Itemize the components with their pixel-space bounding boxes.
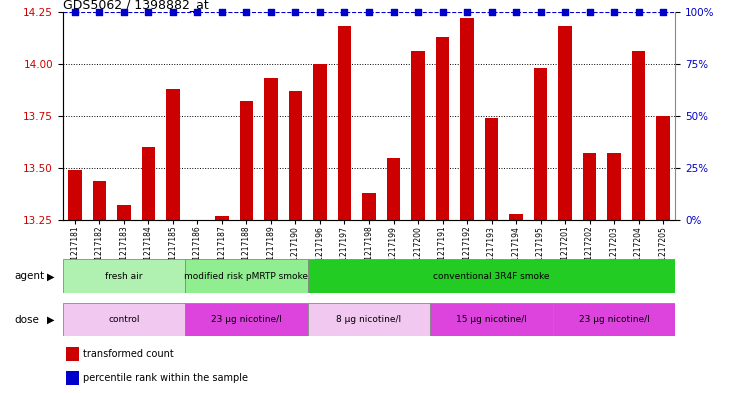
Point [167,9,179,15]
Bar [185,259,308,293]
Bar [632,51,645,220]
Point [608,9,620,15]
Bar [185,303,308,336]
Text: percentile rank within the sample: percentile rank within the sample [83,373,248,383]
Bar [66,371,79,385]
Point [486,9,497,15]
Point [216,9,228,15]
Point [584,9,596,15]
Text: 23 μg nicotine/l: 23 μg nicotine/l [211,315,282,324]
Point [69,9,81,15]
Bar [93,180,106,220]
Point [657,9,669,15]
Point [559,9,571,15]
Bar [240,101,253,220]
Bar [142,147,155,220]
Text: GDS5062 / 1398882_at: GDS5062 / 1398882_at [63,0,208,11]
Point [192,9,204,15]
Bar [558,26,572,220]
Bar [430,303,553,336]
Bar [308,259,675,293]
Point [363,9,375,15]
Bar [308,303,430,336]
Bar [166,89,180,220]
Bar [387,158,400,220]
Bar [485,118,498,220]
Bar [117,206,131,220]
Bar [509,214,523,220]
Point [510,9,522,15]
Bar [338,26,351,220]
Point [241,9,252,15]
Bar [66,347,79,361]
Bar [362,193,376,220]
Bar [63,259,185,293]
Bar [63,303,185,336]
Text: ▶: ▶ [46,314,54,325]
Bar [411,51,425,220]
Bar [313,64,327,220]
Point [461,9,473,15]
Bar [264,79,277,220]
Point [265,9,277,15]
Text: dose: dose [15,314,40,325]
Text: transformed count: transformed count [83,349,173,359]
Bar [607,153,621,220]
Bar [215,216,229,220]
Text: fresh air: fresh air [106,272,142,281]
Text: control: control [108,315,139,324]
Point [412,9,424,15]
Point [314,9,326,15]
Bar [583,153,596,220]
Bar [68,170,82,220]
Bar [289,91,303,220]
Point [142,9,154,15]
Point [118,9,130,15]
Point [534,9,546,15]
Point [387,9,399,15]
Point [339,9,351,15]
Text: agent: agent [15,271,45,281]
Bar [461,18,474,220]
Text: conventional 3R4F smoke: conventional 3R4F smoke [433,272,550,281]
Point [289,9,301,15]
Text: 8 μg nicotine/l: 8 μg nicotine/l [337,315,401,324]
Point [94,9,106,15]
Bar [435,37,449,220]
Bar [534,68,548,220]
Point [632,9,644,15]
Point [437,9,449,15]
Text: 15 μg nicotine/l: 15 μg nicotine/l [456,315,527,324]
Text: 23 μg nicotine/l: 23 μg nicotine/l [579,315,649,324]
Text: modified risk pMRTP smoke: modified risk pMRTP smoke [184,272,308,281]
Bar [553,303,675,336]
Bar [656,116,670,220]
Text: ▶: ▶ [46,271,54,281]
